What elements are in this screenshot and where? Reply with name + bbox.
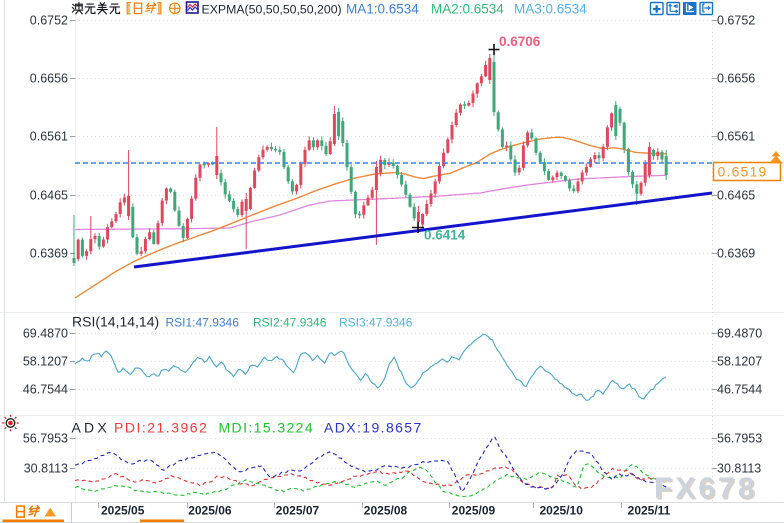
svg-text:69.4870: 69.4870: [23, 327, 68, 341]
svg-text:58.1207: 58.1207: [23, 355, 68, 369]
svg-text:0.6414: 0.6414: [424, 228, 466, 243]
svg-text:0.6752: 0.6752: [717, 14, 755, 28]
svg-text:46.7544: 46.7544: [23, 383, 68, 397]
svg-text:2025/10: 2025/10: [540, 504, 584, 518]
svg-text:0.6561: 0.6561: [717, 130, 755, 144]
svg-text:46.7544: 46.7544: [717, 383, 762, 397]
svg-text:0.6465: 0.6465: [717, 189, 755, 203]
svg-text:2025/08: 2025/08: [364, 504, 408, 518]
svg-text:RSI3:47.9346: RSI3:47.9346: [339, 316, 413, 330]
svg-text:MA3:0.6534: MA3:0.6534: [514, 2, 587, 17]
svg-text:0.6656: 0.6656: [717, 72, 755, 86]
svg-text:RSI(14,14,14): RSI(14,14,14): [72, 314, 159, 330]
svg-text:0.6369: 0.6369: [717, 247, 755, 261]
svg-text:0.6752: 0.6752: [30, 14, 68, 28]
svg-text:0.6656: 0.6656: [30, 72, 68, 86]
svg-text:MDI:15.3224: MDI:15.3224: [219, 420, 315, 436]
svg-text:PDI:21.3962: PDI:21.3962: [114, 420, 208, 436]
svg-text:58.1207: 58.1207: [717, 355, 762, 369]
svg-text:MA2:0.6534: MA2:0.6534: [431, 2, 504, 17]
svg-text:RSI1:47.9346: RSI1:47.9346: [166, 316, 240, 330]
svg-text:2025/11: 2025/11: [628, 504, 671, 518]
svg-text:FX678: FX678: [654, 472, 757, 505]
svg-text:ADX:19.8657: ADX:19.8657: [324, 420, 423, 436]
svg-text:RSI2:47.9346: RSI2:47.9346: [253, 316, 327, 330]
svg-text:2025/09: 2025/09: [452, 504, 496, 518]
svg-text:30.8113: 30.8113: [717, 462, 761, 476]
svg-text:EXPMA(50,50,50,50,200): EXPMA(50,50,50,50,200): [202, 3, 342, 17]
svg-text:30.8113: 30.8113: [24, 462, 68, 476]
svg-text:0.6706: 0.6706: [499, 34, 541, 49]
svg-text:MA1:0.6534: MA1:0.6534: [346, 2, 419, 17]
svg-text:69.4870: 69.4870: [717, 327, 762, 341]
svg-text:0.6369: 0.6369: [30, 247, 68, 261]
svg-text:2025/06: 2025/06: [188, 504, 232, 518]
svg-text:56.7953: 56.7953: [717, 432, 762, 446]
svg-text:56.7953: 56.7953: [23, 432, 68, 446]
svg-text:0.6519: 0.6519: [718, 164, 768, 180]
svg-text:FX678: FX678: [656, 474, 759, 507]
svg-text:0.6561: 0.6561: [30, 130, 68, 144]
svg-text:2025/05: 2025/05: [101, 504, 145, 518]
svg-text:ADX: ADX: [72, 420, 110, 436]
svg-text:2025/07: 2025/07: [276, 504, 320, 518]
svg-text:0.6465: 0.6465: [30, 189, 68, 203]
